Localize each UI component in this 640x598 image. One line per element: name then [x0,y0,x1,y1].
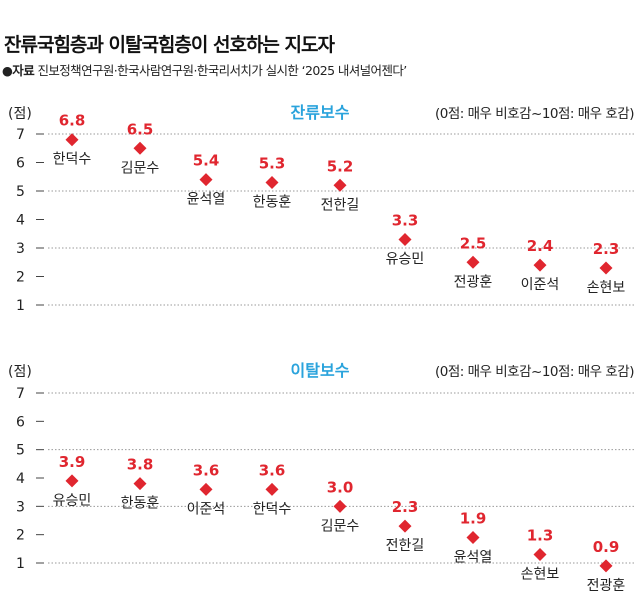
candidate-name-label: 전한길 [321,197,360,213]
data-point-marker [133,141,147,155]
data-point-marker [466,531,480,544]
y-tick-label: 5 [16,184,25,200]
data-point-marker [599,559,613,573]
data-point-marker [398,232,412,246]
y-tick-label: 2 [16,270,25,286]
figure-title: 잔류국힘층과 이탈국힘층이 선호하는 지도자 [4,34,335,56]
candidate-name-label: 이준석 [187,501,226,517]
data-value-label: 0.9 [593,538,620,556]
panel-title: 잔류보수 [291,103,350,122]
y-tick-label: 1 [16,556,25,572]
candidate-name-label: 한덕수 [53,152,92,168]
candidate-name-label: 전광훈 [454,274,493,290]
y-tick-label: 4 [16,213,25,229]
data-value-label: 1.3 [527,527,554,545]
data-value-label: 5.2 [327,157,354,175]
data-value-label: 6.5 [127,120,154,138]
candidate-name-label: 유승민 [386,251,425,267]
data-point-marker [398,519,412,533]
candidate-name-label: 한동훈 [121,496,160,512]
candidate-name-label: 김문수 [121,160,160,176]
data-value-label: 2.5 [460,234,487,252]
candidate-name-label: 한덕수 [253,501,292,517]
data-point-marker [533,548,547,561]
data-value-label: 3.6 [193,461,220,479]
data-point-marker [599,261,613,275]
candidate-name-label: 윤석열 [454,550,493,566]
data-value-label: 2.4 [527,237,554,255]
y-axis-unit: (점) [8,106,32,122]
y-tick-label: 6 [16,414,25,430]
candidate-name-label: 전광훈 [587,578,626,594]
scale-note: (0점: 매우 비호감~10점: 매우 호감) [435,106,634,122]
panel-title: 이탈보수 [291,361,350,380]
data-value-label: 6.8 [59,112,86,130]
candidate-name-label: 손현보 [587,280,626,296]
source-note: ●자료 진보정책연구원·한국사람연구원·한국리서치가 실시한 ‘2025 내셔널… [2,60,407,79]
y-tick-label: 6 [16,156,25,172]
data-value-label: 5.4 [193,152,220,170]
scale-note: (0점: 매우 비호감~10점: 매우 호감) [435,364,634,380]
y-tick-label: 1 [16,298,25,314]
data-point-marker [333,499,347,513]
data-value-label: 3.0 [327,478,354,496]
y-tick-label: 3 [16,241,25,257]
source-label: ●자료 [2,63,35,78]
data-value-label: 3.6 [259,461,286,479]
y-tick-label: 3 [16,499,25,515]
y-axis-unit: (점) [8,364,32,380]
data-point-marker [199,173,213,187]
data-point-marker [333,178,347,192]
data-point-marker [133,477,147,491]
candidate-name-label: 전한길 [386,538,425,554]
candidate-name-label: 손현보 [521,567,560,583]
candidate-name-label: 유승민 [53,493,92,509]
data-value-label: 2.3 [593,240,620,258]
data-point-marker [265,482,279,496]
data-value-label: 2.3 [392,498,419,516]
y-tick-label: 7 [16,386,25,402]
candidate-name-label: 한동훈 [253,194,292,210]
data-point-marker [199,482,213,496]
y-tick-label: 2 [16,528,25,544]
candidate-name-label: 이준석 [521,277,560,293]
data-point-marker [533,258,547,272]
data-point-marker [466,255,480,269]
data-point-marker [65,133,79,147]
data-value-label: 5.3 [259,154,286,172]
data-value-label: 1.9 [460,510,487,528]
data-value-label: 3.9 [59,453,86,471]
y-tick-label: 7 [16,127,25,143]
candidate-name-label: 윤석열 [187,192,226,208]
data-point-marker [65,474,79,488]
data-point-marker [265,175,279,189]
data-value-label: 3.8 [127,456,154,474]
data-value-label: 3.3 [392,211,419,229]
source-text: 진보정책연구원·한국사람연구원·한국리서치가 실시한 ‘2025 내셔널어젠다’ [37,63,407,78]
candidate-name-label: 김문수 [321,518,360,534]
y-tick-label: 5 [16,443,25,459]
y-tick-label: 4 [16,471,25,487]
